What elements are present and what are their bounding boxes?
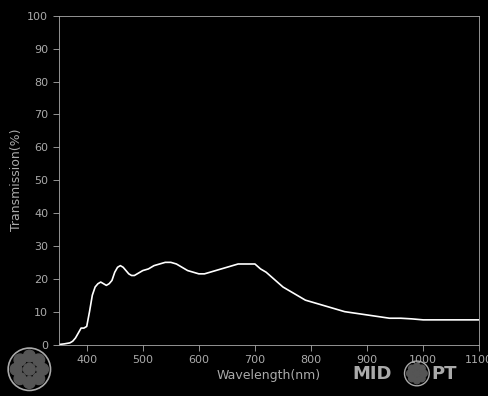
Text: MID: MID bbox=[351, 365, 391, 383]
Circle shape bbox=[23, 364, 35, 375]
Circle shape bbox=[408, 365, 414, 372]
X-axis label: Wavelength(nm): Wavelength(nm) bbox=[217, 369, 320, 382]
Circle shape bbox=[14, 354, 26, 366]
Circle shape bbox=[14, 373, 26, 385]
Y-axis label: Transmission(%): Transmission(%) bbox=[10, 129, 23, 231]
Circle shape bbox=[406, 370, 412, 377]
Circle shape bbox=[408, 375, 414, 382]
Circle shape bbox=[418, 365, 424, 372]
Text: PT: PT bbox=[430, 365, 456, 383]
Circle shape bbox=[413, 363, 419, 370]
Circle shape bbox=[418, 375, 424, 382]
Circle shape bbox=[420, 370, 427, 377]
Circle shape bbox=[33, 354, 44, 366]
Circle shape bbox=[10, 364, 22, 375]
Circle shape bbox=[33, 373, 44, 385]
Circle shape bbox=[37, 364, 48, 375]
Circle shape bbox=[413, 370, 419, 377]
Circle shape bbox=[23, 350, 35, 362]
Circle shape bbox=[23, 377, 35, 388]
Circle shape bbox=[413, 377, 419, 384]
